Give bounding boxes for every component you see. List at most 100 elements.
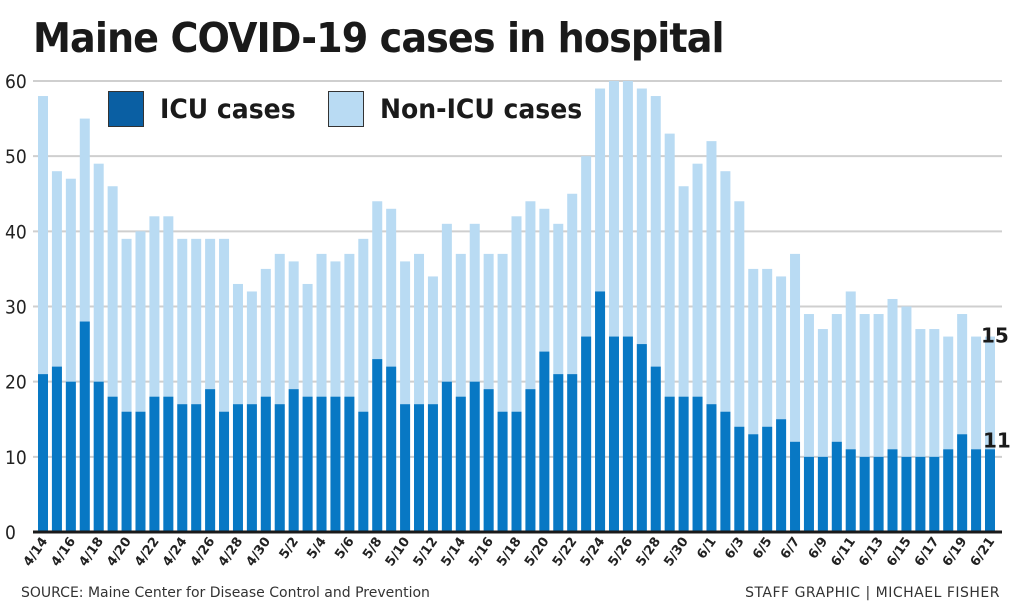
bar-non-icu: [414, 253, 425, 532]
legend: ICU cases Non-ICU cases: [108, 91, 619, 127]
bar-non-icu: [873, 314, 884, 532]
bar-non-icu: [887, 298, 898, 532]
bar-icu: [219, 411, 230, 532]
x-tick-label: 4/24: [160, 535, 191, 570]
bar-non-icu: [831, 314, 842, 532]
y-tick-label: 0: [5, 522, 16, 544]
bar-non-icu: [358, 238, 369, 532]
bar-non-icu: [274, 253, 285, 532]
x-tick-label: 6/7: [778, 535, 803, 562]
bar-icu: [553, 374, 564, 532]
bar-icu: [943, 449, 954, 532]
bar-icu: [93, 381, 104, 532]
bar-non-icu: [191, 238, 202, 532]
bar-icu: [135, 411, 146, 532]
chart-title: Maine COVID-19 cases in hospital: [33, 14, 725, 62]
bar-icu: [790, 441, 801, 532]
y-tick-label: 60: [5, 71, 27, 93]
bar-non-icu: [790, 253, 801, 532]
bar-non-icu: [107, 186, 118, 532]
bar-icu: [358, 411, 369, 532]
x-tick-label: 5/26: [606, 535, 637, 570]
bar-icu: [274, 404, 285, 532]
bar-non-icu: [316, 253, 327, 532]
bar-icu: [734, 426, 745, 532]
bar-icu: [497, 411, 508, 532]
bar-non-icu: [929, 329, 940, 532]
bar-non-icu: [957, 314, 968, 532]
bar-icu: [539, 351, 550, 532]
x-tick-label: 6/21: [968, 535, 999, 570]
bar-non-icu: [469, 223, 480, 533]
bar-non-icu: [135, 231, 146, 533]
bar-icu: [372, 359, 383, 532]
bar-icu: [344, 396, 355, 532]
bar-icu: [720, 411, 731, 532]
bar-non-icu: [400, 261, 411, 532]
bar-non-icu: [65, 178, 76, 532]
bar-icu: [260, 396, 271, 532]
x-tick-label: 5/22: [550, 535, 581, 570]
bar-non-icu: [497, 253, 508, 532]
bar-icu: [386, 366, 397, 532]
x-tick-label: 4/16: [49, 535, 80, 570]
x-tick-label: 4/28: [216, 535, 247, 570]
x-tick-label: 5/10: [383, 535, 414, 570]
source-note: SOURCE: Maine Center for Disease Control…: [21, 585, 430, 601]
legend-label-non-icu: Non-ICU cases: [379, 93, 583, 125]
y-tick-label: 20: [5, 372, 27, 394]
bar-icu: [232, 404, 243, 532]
bar-icu: [901, 456, 912, 532]
bar-non-icu: [149, 216, 160, 533]
x-tick-label: 6/13: [856, 535, 887, 570]
bar-icu: [51, 366, 62, 532]
x-tick-label: 5/30: [661, 535, 692, 570]
bar-non-icu: [455, 253, 466, 532]
bar-non-icu: [817, 329, 828, 532]
legend-swatch-non-icu: [327, 91, 364, 127]
bar-icu: [427, 404, 438, 532]
x-tick-label: 4/18: [76, 535, 107, 570]
bar-icu: [664, 396, 675, 532]
bar-icu: [191, 404, 202, 532]
bar-icu: [302, 396, 313, 532]
bar-icu: [985, 449, 995, 532]
bar-non-icu: [762, 268, 773, 532]
bar-non-icu: [720, 171, 731, 532]
bar-non-icu: [344, 253, 355, 532]
y-tick-label: 10: [5, 447, 27, 469]
x-tick-label: 5/14: [438, 535, 469, 570]
legend-label-icu: ICU cases: [160, 93, 296, 125]
bar-icu: [65, 381, 76, 532]
x-tick-label: 4/26: [188, 535, 219, 570]
bar-icu: [455, 396, 466, 532]
bar-icu: [469, 381, 480, 532]
bar-icu: [622, 336, 633, 532]
bar-non-icu: [38, 96, 48, 533]
bar-icu: [650, 366, 661, 532]
bar-icu: [38, 374, 48, 532]
x-tick-label: 6/17: [912, 535, 943, 570]
bar-icu: [525, 389, 536, 532]
y-tick-label: 30: [5, 297, 27, 319]
bar-icu: [957, 434, 968, 532]
bar-icu: [748, 434, 759, 532]
x-tick-label: 6/3: [722, 535, 747, 562]
x-tick-label: 5/2: [277, 535, 302, 562]
bar-icu: [246, 404, 257, 532]
bar-icu: [678, 396, 689, 532]
x-tick-label: 6/1: [694, 535, 719, 562]
bar-icu: [567, 374, 578, 532]
x-tick-label: 5/20: [522, 535, 553, 570]
x-tick-label: 6/5: [750, 535, 775, 562]
bar-non-icu: [636, 88, 647, 533]
x-tick-label: 6/11: [828, 535, 859, 570]
bar-icu: [414, 404, 425, 532]
bar-non-icu: [915, 329, 926, 532]
legend-swatch-icu: [108, 91, 144, 127]
bar-non-icu: [525, 201, 536, 532]
x-tick-label: 6/9: [806, 535, 831, 562]
annotation-non-icu-value: 15: [981, 324, 1009, 348]
y-tick-label: 40: [5, 221, 27, 243]
